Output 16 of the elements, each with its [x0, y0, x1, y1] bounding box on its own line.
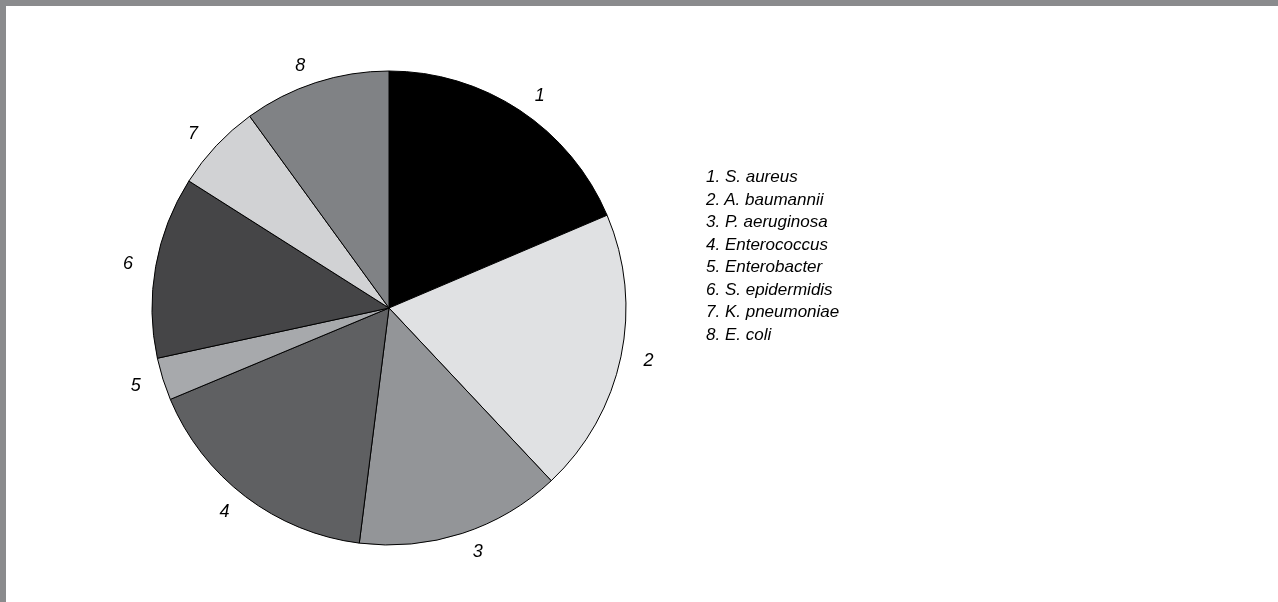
- slice-label: 3: [472, 540, 483, 561]
- text: 2. A. baumannii: [705, 189, 825, 209]
- slice-label: 8: [295, 55, 306, 76]
- slice-label: 7: [188, 123, 200, 144]
- slice-label: 1: [534, 85, 545, 106]
- slice-label: 2: [642, 350, 654, 371]
- text: 7. K. pneumoniae: [706, 302, 840, 321]
- text: 6. S. epidermidis: [706, 279, 834, 299]
- text: 3. P. aeruginosa: [706, 212, 828, 231]
- text: 5. Enterobacter: [706, 257, 824, 276]
- text: 8. E. coli: [706, 324, 773, 344]
- slice-label: 4: [219, 500, 230, 521]
- slice-label: 6: [122, 253, 134, 274]
- slice-label: 5: [130, 374, 142, 395]
- text: 4. Enterococcus: [706, 234, 829, 254]
- text: 1. S. aureus: [706, 167, 799, 186]
